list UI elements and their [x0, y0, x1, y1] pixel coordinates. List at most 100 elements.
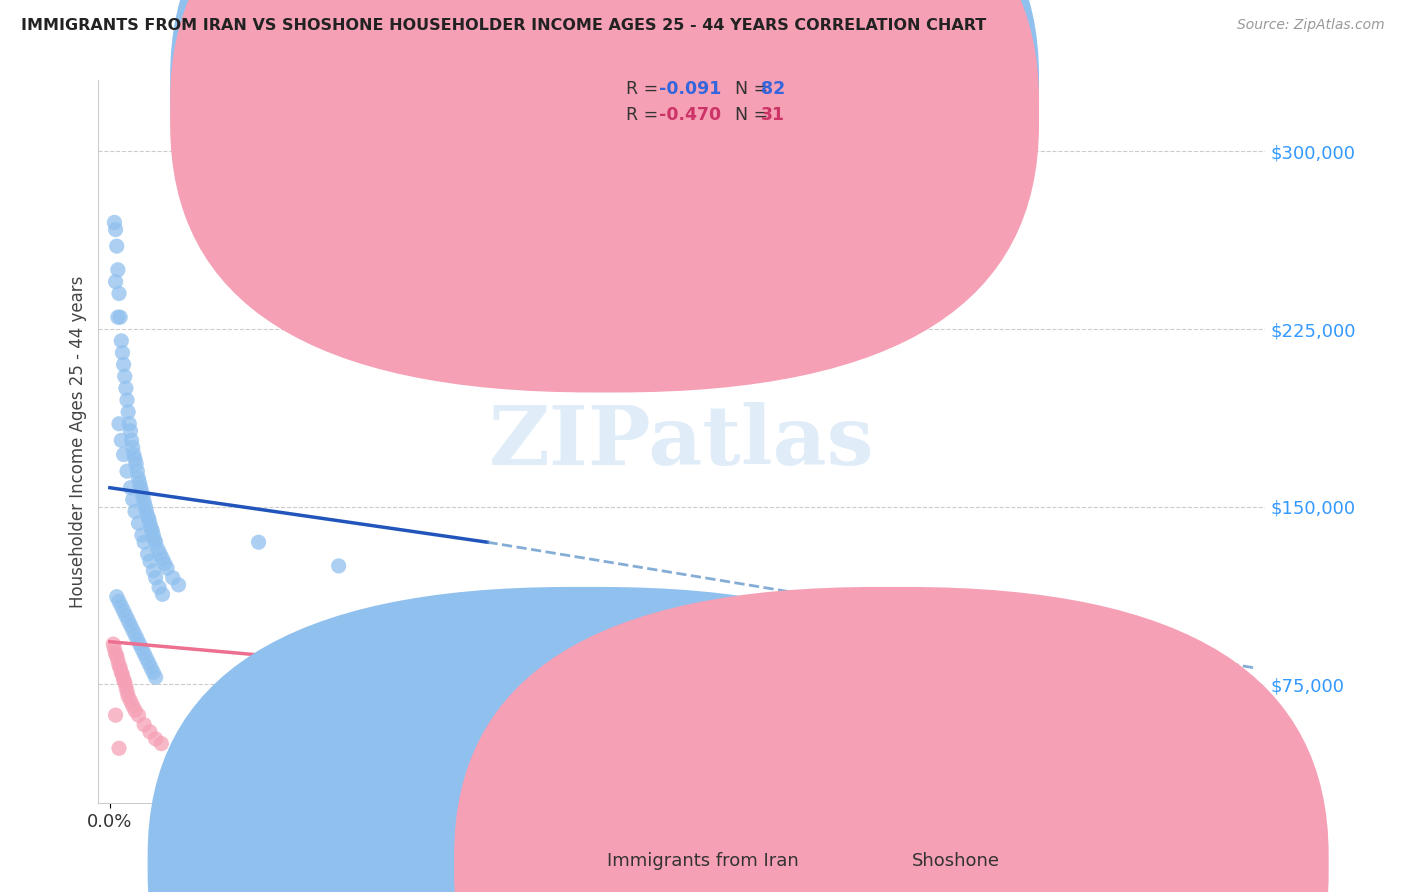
Point	[121, 698, 143, 713]
Point	[124, 452, 146, 467]
Text: Shoshone: Shoshone	[912, 852, 1000, 870]
Point	[152, 587, 174, 601]
Point	[115, 608, 138, 623]
Point	[121, 434, 143, 448]
Point	[117, 689, 139, 703]
Point	[145, 731, 167, 746]
Point	[247, 535, 270, 549]
Point	[120, 694, 142, 708]
Point	[124, 627, 146, 641]
Point	[128, 637, 150, 651]
Point	[153, 557, 176, 571]
Point	[134, 495, 156, 509]
Point	[108, 594, 131, 608]
Point	[117, 614, 139, 628]
Point	[134, 647, 156, 661]
Point	[139, 724, 162, 739]
Point	[142, 564, 165, 578]
Point	[146, 542, 169, 557]
Point	[108, 661, 131, 675]
Point	[900, 717, 922, 731]
Point	[145, 571, 167, 585]
Point	[441, 641, 464, 656]
Point	[120, 424, 142, 438]
Point	[104, 708, 127, 723]
Point	[110, 434, 132, 448]
Point	[124, 504, 146, 518]
Point	[103, 215, 125, 229]
Text: Source: ZipAtlas.com: Source: ZipAtlas.com	[1237, 18, 1385, 32]
Point	[114, 369, 136, 384]
Point	[107, 654, 129, 668]
Point	[118, 417, 141, 431]
Point	[167, 578, 190, 592]
Point	[105, 239, 128, 253]
Point	[139, 661, 162, 675]
Text: -0.091: -0.091	[659, 80, 721, 98]
Point	[108, 286, 131, 301]
Point	[124, 703, 146, 717]
Point	[1014, 713, 1036, 727]
Point	[110, 665, 132, 680]
Point	[127, 471, 149, 485]
Point	[135, 504, 157, 518]
Point	[134, 500, 156, 514]
Y-axis label: Householder Income Ages 25 - 44 years: Householder Income Ages 25 - 44 years	[69, 276, 87, 607]
Point	[103, 641, 125, 656]
Point	[112, 358, 135, 372]
Point	[104, 222, 127, 236]
Point	[956, 720, 979, 734]
Point	[139, 554, 162, 568]
Point	[149, 547, 172, 561]
Point	[110, 599, 132, 614]
Text: Immigrants from Iran: Immigrants from Iran	[607, 852, 799, 870]
Point	[136, 509, 159, 524]
Point	[121, 623, 143, 637]
Text: R =: R =	[626, 106, 664, 124]
Point	[117, 405, 139, 419]
Point	[108, 417, 131, 431]
Point	[103, 637, 125, 651]
Point	[127, 464, 149, 478]
Text: 31: 31	[761, 106, 785, 124]
Point	[150, 737, 173, 751]
Point	[115, 464, 138, 478]
Point	[120, 481, 142, 495]
Point	[139, 516, 162, 531]
Point	[136, 547, 159, 561]
Point	[110, 334, 132, 348]
Point	[143, 533, 166, 547]
Point	[138, 511, 160, 525]
Point	[129, 481, 152, 495]
Point	[135, 651, 157, 665]
Point	[115, 680, 138, 694]
Point	[156, 561, 179, 575]
Point	[104, 275, 127, 289]
Point	[785, 708, 807, 723]
Point	[138, 656, 160, 670]
Point	[141, 524, 163, 538]
Point	[139, 521, 162, 535]
Point	[114, 675, 136, 690]
Point	[131, 528, 153, 542]
Text: N =: N =	[724, 80, 773, 98]
Point	[115, 684, 138, 698]
Point	[145, 535, 167, 549]
Point	[122, 448, 145, 462]
Point	[127, 516, 149, 531]
Point	[127, 708, 149, 723]
Text: ZIPatlas: ZIPatlas	[489, 401, 875, 482]
Point	[134, 535, 156, 549]
Text: R =: R =	[626, 80, 664, 98]
Point	[142, 665, 165, 680]
Point	[328, 558, 350, 573]
Point	[112, 673, 135, 687]
Point	[131, 641, 153, 656]
Point	[121, 441, 143, 455]
Point	[134, 717, 156, 731]
Point	[107, 262, 129, 277]
Point	[105, 648, 128, 663]
Point	[132, 490, 155, 504]
Point	[115, 393, 138, 408]
Point	[108, 310, 131, 325]
